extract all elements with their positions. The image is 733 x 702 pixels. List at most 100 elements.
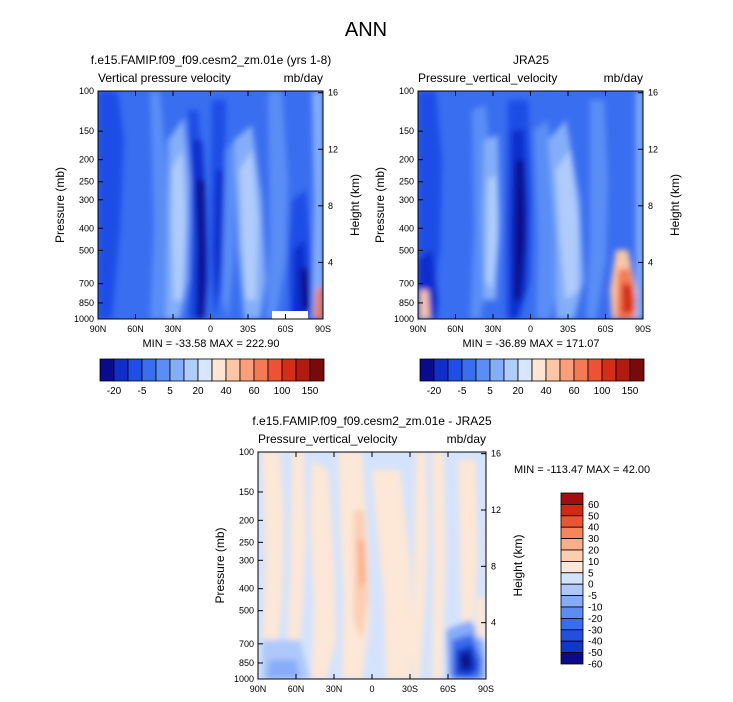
- y-tick-label: 850: [399, 298, 414, 308]
- height-tick-label: 12: [328, 144, 338, 154]
- panel-title: JRA25: [513, 53, 549, 67]
- x-tick-label: 60N: [288, 684, 305, 694]
- y-tick-label: 700: [239, 639, 254, 649]
- y-tick-label: 250: [239, 537, 254, 547]
- colorbar-swatch: [560, 549, 584, 562]
- x-tick-label: 60S: [277, 324, 293, 334]
- colorbar-label: 20: [192, 386, 204, 397]
- x-tick-label: 60N: [447, 324, 464, 334]
- y-tick-label: 300: [239, 555, 254, 565]
- colorbar-swatch: [560, 618, 584, 631]
- colorbar-swatch: [447, 358, 463, 382]
- panel-reanalysis: JRA25 Pressure_vertical_velocity mb/day: [373, 53, 682, 397]
- colorbar-label: 60: [248, 386, 260, 397]
- height-tick-label: 16: [328, 88, 338, 98]
- contour-region: [358, 540, 366, 590]
- colorbar-swatch: [225, 358, 241, 382]
- axes: 90N 60N 30N 0 30S 60S 90S 100 150 200 250 300 400 500…: [53, 86, 362, 334]
- x-tick-label: 0: [369, 684, 374, 694]
- contour-region: [310, 460, 336, 679]
- x-tick-label: 30N: [326, 684, 343, 694]
- colorbar-swatch: [545, 358, 561, 382]
- colorbar-label: -5: [588, 591, 597, 602]
- x-tick-label: 90S: [478, 684, 494, 694]
- min-max-label: MIN = -36.89 MAX = 171.07: [463, 338, 600, 350]
- colorbar-swatch: [560, 572, 584, 585]
- height-tick-label: 16: [491, 449, 501, 459]
- colorbar-label: 100: [274, 386, 291, 397]
- colorbar-label: 30: [588, 534, 600, 545]
- colorbar-label: 150: [302, 386, 319, 397]
- colorbar-swatch: [239, 358, 255, 382]
- y-tick-label: 200: [79, 155, 94, 165]
- missing-data-region: [272, 311, 308, 319]
- y-tick-label: 400: [239, 584, 254, 594]
- colorbar-swatch: [560, 583, 584, 597]
- colorbar-swatch: [113, 358, 129, 382]
- y-tick-label: 300: [79, 195, 94, 205]
- colorbar-swatch: [531, 358, 547, 382]
- y-axis-label: Pressure (mb): [53, 167, 67, 243]
- height-tick-label: 4: [328, 257, 333, 267]
- colorbar-label: 40: [588, 523, 600, 534]
- colorbar-swatch: [560, 652, 584, 665]
- colorbar-label: -5: [138, 386, 147, 397]
- colorbar-swatch: [503, 358, 519, 382]
- heatmap-field: [98, 91, 323, 319]
- colorbar-label: -30: [588, 625, 603, 636]
- panel-difference: f.e15.FAMIP.f09_f09.cesm2_zm.01e - JRA25…: [213, 414, 650, 694]
- y-tick-label: 250: [399, 177, 414, 187]
- colorbar-swatch: [183, 358, 199, 382]
- heatmap-field: [418, 91, 643, 319]
- contour-region: [286, 452, 306, 679]
- x-tick-label: 30N: [165, 324, 182, 334]
- y-tick-label: 500: [239, 606, 254, 616]
- colorbar-label: -20: [588, 614, 603, 625]
- colorbar-swatch: [629, 358, 645, 382]
- colorbar-label: 0: [588, 580, 594, 591]
- units-label: mb/day: [284, 71, 323, 85]
- contour-region: [622, 284, 634, 314]
- y-tick-label: 150: [399, 126, 414, 136]
- x-tick-label: 30S: [402, 684, 418, 694]
- colorbar-swatch: [169, 358, 185, 382]
- units-label: mb/day: [604, 71, 643, 85]
- height-tick-label: 4: [491, 618, 496, 628]
- colorbar-label: -60: [588, 660, 603, 671]
- x-tick-label: 60N: [127, 324, 144, 334]
- axes: 90N 60N 30N 0 30S 60S 90S 100 150 200 250 300 400 500…: [213, 447, 525, 694]
- colorbar-label: 20: [512, 386, 524, 397]
- y-tick-label: 150: [79, 126, 94, 136]
- figure-title: ANN: [345, 19, 387, 41]
- y-tick-label: 150: [239, 487, 254, 497]
- y-tick-label: 850: [79, 298, 94, 308]
- colorbar-label: 100: [594, 386, 611, 397]
- variable-label: Pressure_vertical_velocity: [258, 432, 397, 446]
- contour-region: [314, 285, 323, 319]
- height-tick-label: 8: [328, 201, 333, 211]
- y-axis-label: Pressure (mb): [213, 527, 227, 603]
- x-tick-label: 0: [528, 324, 533, 334]
- contour-region: [266, 91, 288, 319]
- y-tick-label: 400: [399, 223, 414, 233]
- y-tick-label: 200: [239, 515, 254, 525]
- colorbar-swatch: [155, 358, 171, 382]
- colorbar-label: 60: [568, 386, 580, 397]
- y-tick-label: 100: [79, 86, 94, 96]
- y-tick-label: 700: [79, 279, 94, 289]
- colorbar-swatch: [559, 358, 575, 382]
- contour-region: [240, 150, 258, 300]
- colorbar-label: 5: [487, 386, 493, 397]
- colorbar-swatch: [197, 358, 213, 382]
- height-tick-label: 12: [648, 144, 658, 154]
- colorbar-label: 40: [540, 386, 552, 397]
- y-tick-label: 700: [399, 279, 414, 289]
- x-tick-label: 60S: [440, 684, 456, 694]
- x-tick-label: 30S: [560, 324, 576, 334]
- variable-label: Pressure_vertical_velocity: [418, 71, 557, 85]
- colorbar-swatch: [560, 492, 584, 505]
- contour-region: [460, 652, 472, 670]
- x-tick-label: 0: [208, 324, 213, 334]
- contour-region: [150, 91, 170, 319]
